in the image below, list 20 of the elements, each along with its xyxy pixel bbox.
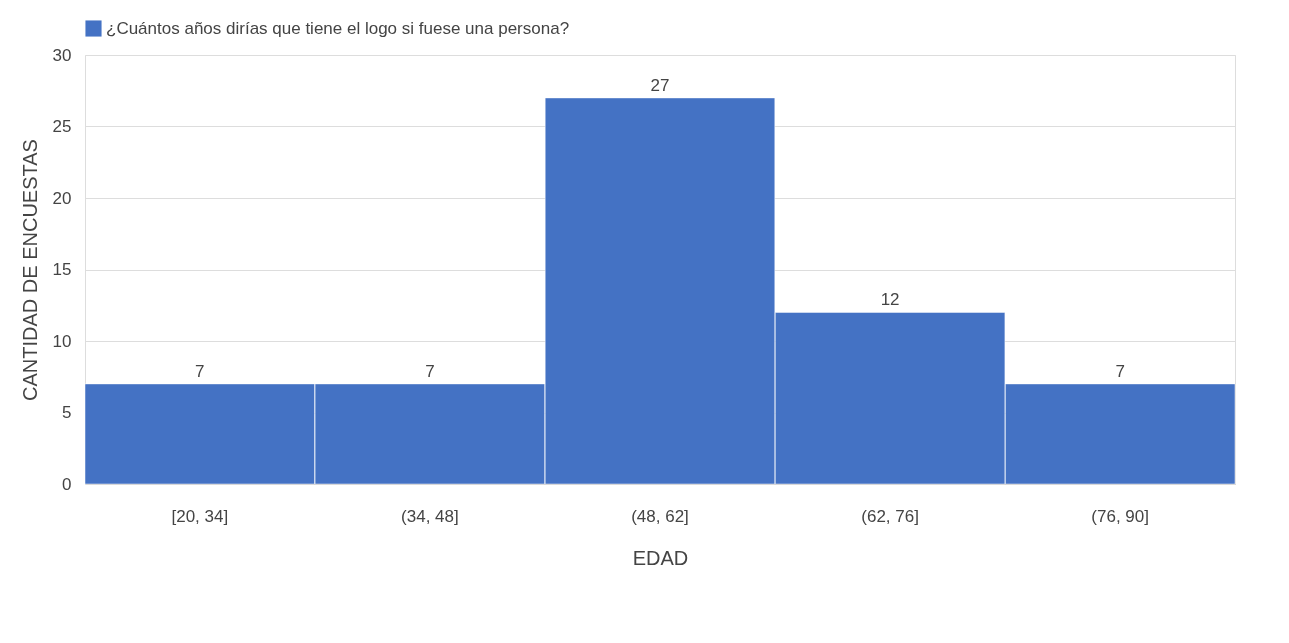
data-label: 7 — [425, 361, 435, 381]
x-tick-label: (62, 76] — [861, 506, 919, 526]
y-tick-label: 0 — [62, 474, 72, 494]
y-tick-label: 10 — [52, 331, 72, 351]
x-tick-label: [20, 34] — [171, 506, 229, 526]
data-label: 7 — [195, 361, 205, 381]
data-label: 27 — [650, 75, 670, 95]
y-tick-label: 25 — [52, 117, 72, 136]
y-tick-label: 30 — [52, 45, 72, 65]
y-tick-label: 5 — [62, 403, 72, 422]
x-tick-label: (48, 62] — [631, 506, 689, 526]
y-axis-title: CANTIDAD DE ENCUESTAS — [18, 139, 41, 401]
x-tick-label: (34, 48] — [401, 506, 459, 526]
legend-label: ¿Cuántos años dirías que tiene el logo si fuese una persona? — [106, 18, 570, 38]
x-axis-title: EDAD — [632, 546, 689, 569]
data-label: 7 — [1115, 361, 1125, 381]
y-tick-label: 20 — [52, 188, 72, 208]
y-tick-label: 15 — [52, 260, 72, 279]
data-label: 12 — [880, 290, 900, 310]
x-tick-label: (76, 90] — [1091, 506, 1150, 526]
